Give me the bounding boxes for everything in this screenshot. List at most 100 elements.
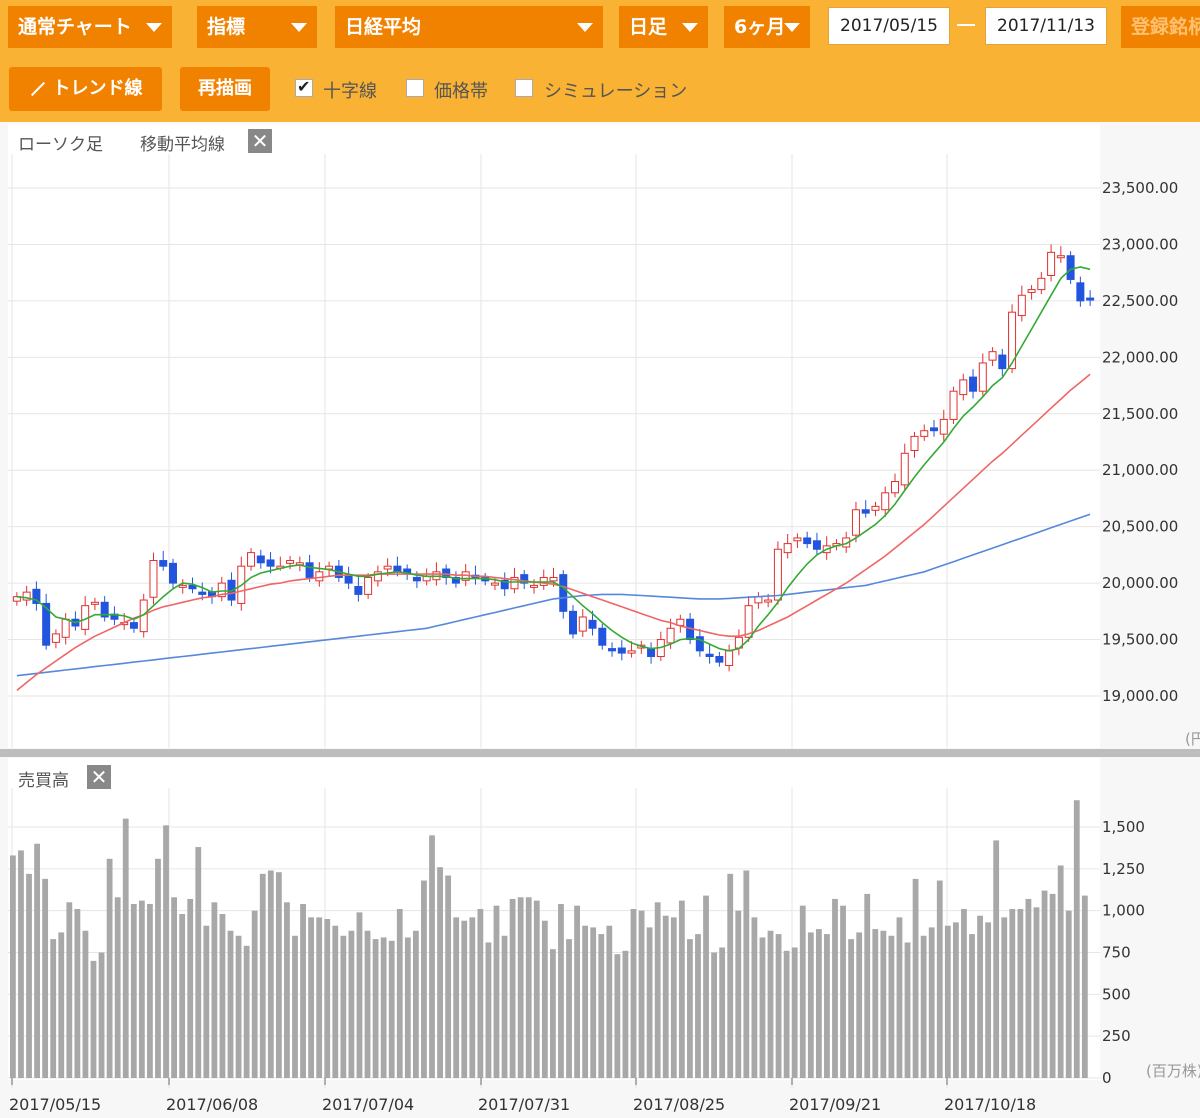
volume-bar bbox=[574, 905, 580, 1078]
volume-bar bbox=[138, 900, 145, 1078]
volume-bar bbox=[453, 917, 460, 1078]
volume-bar bbox=[703, 895, 709, 1078]
volume-bar bbox=[163, 825, 169, 1078]
trend-line-button[interactable]: トレンド線 bbox=[9, 67, 162, 111]
volume-bar bbox=[824, 934, 830, 1078]
volume-bar bbox=[179, 914, 186, 1078]
candle-body bbox=[910, 435, 919, 451]
volume-bar bbox=[1025, 898, 1032, 1078]
volume-bar bbox=[404, 937, 411, 1078]
price-chart: 23,500.00 23,000.00 22,500.00 22,000.00 21,5… bbox=[8, 154, 1178, 748]
x-tick-label: 2017/06/08 bbox=[166, 1095, 258, 1114]
price-band-checkbox[interactable] bbox=[406, 79, 424, 97]
volume-bar bbox=[977, 915, 983, 1078]
volume-bar bbox=[203, 925, 210, 1078]
volume-bar bbox=[292, 935, 298, 1078]
volume-bar bbox=[388, 940, 395, 1078]
pencil-line-icon bbox=[30, 81, 45, 97]
candle-body bbox=[1008, 311, 1017, 370]
candle-body bbox=[90, 601, 99, 605]
volume-bar bbox=[993, 840, 1000, 1078]
candle-body bbox=[647, 648, 656, 657]
period-dropdown[interactable]: 日足 bbox=[619, 6, 708, 48]
price-tick-label: 23,500.00 bbox=[1102, 179, 1178, 197]
candle-body bbox=[1076, 282, 1085, 302]
volume-bar bbox=[832, 898, 838, 1078]
simulation-checkbox[interactable] bbox=[515, 79, 533, 97]
index-dropdown[interactable]: 日経平均 bbox=[335, 6, 603, 48]
candle-body bbox=[1066, 255, 1075, 280]
candle-body bbox=[988, 351, 997, 361]
volume-bar bbox=[961, 908, 967, 1078]
volume-bar bbox=[743, 870, 750, 1078]
candle-body bbox=[851, 509, 860, 536]
redraw-button[interactable]: 再描画 bbox=[180, 67, 270, 111]
volume-bar bbox=[541, 920, 548, 1078]
range-label: 6ヶ月 bbox=[734, 16, 786, 38]
moving-average-line bbox=[16, 266, 1091, 652]
candle-body bbox=[168, 562, 177, 584]
volume-tick-label: 1,250 bbox=[1102, 860, 1145, 878]
close-icon[interactable]: ✕ bbox=[248, 129, 272, 153]
candle-body bbox=[510, 576, 519, 590]
candle-body bbox=[286, 560, 295, 564]
panel-divider[interactable] bbox=[0, 749, 1200, 757]
volume-bar bbox=[461, 920, 468, 1078]
candle-body bbox=[198, 591, 207, 595]
candle-body bbox=[256, 555, 265, 564]
candle-body bbox=[529, 584, 538, 588]
candle-body bbox=[1027, 289, 1036, 293]
candle-body bbox=[569, 610, 578, 635]
candle-body bbox=[627, 650, 636, 654]
volume-bar bbox=[727, 873, 734, 1078]
candle-body bbox=[178, 584, 187, 588]
crosshair-checkbox[interactable] bbox=[295, 77, 313, 97]
volume-bar bbox=[751, 917, 758, 1078]
candle-body bbox=[725, 650, 734, 667]
range-dropdown[interactable]: 6ヶ月 bbox=[724, 6, 810, 48]
chart-type-dropdown[interactable]: 通常チャート bbox=[8, 6, 172, 48]
candle-body bbox=[608, 648, 617, 652]
volume-bar bbox=[98, 952, 105, 1078]
volume-bar bbox=[719, 947, 726, 1078]
candle-body bbox=[705, 653, 714, 657]
volume-bar bbox=[26, 873, 32, 1078]
volume-bar bbox=[300, 903, 306, 1078]
candle-body bbox=[881, 492, 890, 511]
price-tick-label: 20,500.00 bbox=[1102, 518, 1178, 536]
volume-bar bbox=[364, 930, 371, 1078]
register-button[interactable]: 登録銘柄 bbox=[1121, 6, 1200, 48]
volume-bar bbox=[759, 937, 766, 1078]
date-from-field[interactable]: 2017/05/15 bbox=[828, 7, 950, 45]
volume-bar bbox=[259, 873, 266, 1078]
moving-average-label: 移動平均線 bbox=[140, 135, 225, 155]
date-to-field[interactable]: 2017/11/13 bbox=[985, 7, 1107, 45]
candle-body bbox=[61, 618, 70, 638]
candle-body bbox=[149, 560, 158, 598]
candle-body bbox=[930, 427, 939, 432]
volume-bar bbox=[1049, 893, 1056, 1078]
volume-tick-label: 750 bbox=[1102, 944, 1131, 962]
indicator-dropdown[interactable]: 指標 bbox=[197, 6, 317, 48]
volume-tick-label: 1,500 bbox=[1102, 818, 1145, 836]
volume-bar bbox=[445, 875, 452, 1078]
volume-bar bbox=[437, 867, 443, 1078]
candle-body bbox=[998, 354, 1007, 370]
candle-body bbox=[1047, 251, 1056, 276]
date-range-dash bbox=[957, 24, 975, 26]
volume-bar bbox=[1009, 908, 1016, 1078]
price-band-label: 価格帯 bbox=[434, 81, 488, 102]
volume-bar bbox=[517, 897, 524, 1078]
volume-bar bbox=[155, 858, 161, 1078]
x-tick-label: 2017/07/31 bbox=[478, 1095, 570, 1114]
candle-body bbox=[812, 540, 821, 550]
volume-bar bbox=[662, 915, 669, 1078]
volume-bar bbox=[147, 903, 153, 1078]
volume-bar bbox=[90, 960, 97, 1078]
volume-tick-label: 0 bbox=[1102, 1069, 1112, 1087]
volume-bar bbox=[485, 942, 492, 1078]
volume-tick-label: 250 bbox=[1102, 1027, 1131, 1045]
close-icon[interactable]: ✕ bbox=[87, 765, 111, 789]
volume-bar bbox=[606, 925, 613, 1078]
volume-bar bbox=[1057, 865, 1064, 1078]
